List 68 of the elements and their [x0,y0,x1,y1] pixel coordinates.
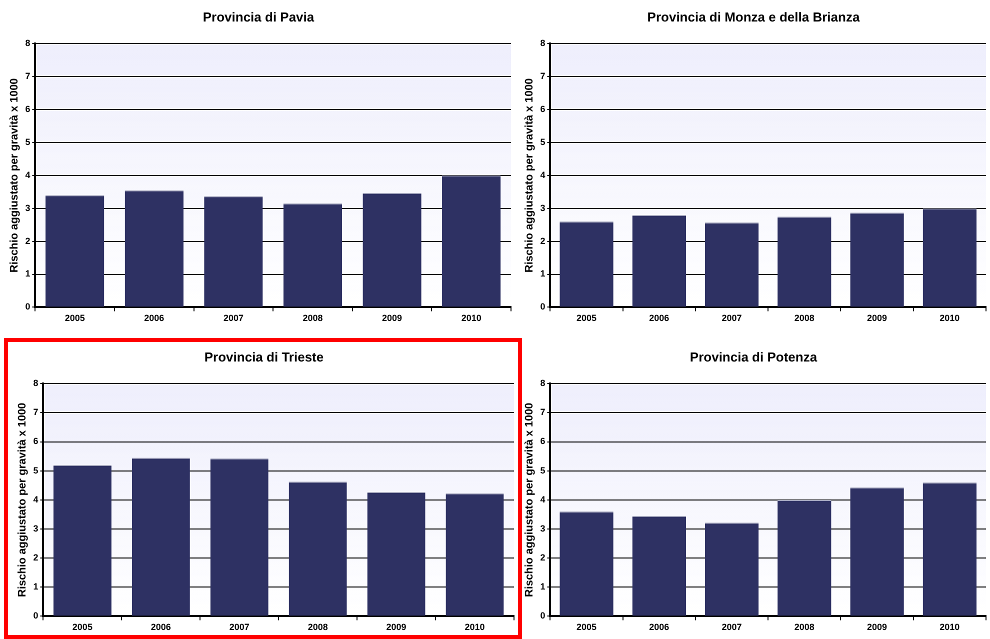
y-tick-label: 6 [540,436,546,446]
x-tick-label: 2005 [64,313,85,324]
y-tick-label: 3 [540,202,546,213]
y-tick-label: 1 [25,268,30,279]
y-tick-label: 1 [33,582,38,592]
y-tick-label: 2 [33,552,38,563]
x-tick-label: 2009 [382,313,402,324]
chart-title: Provincia di Potenza [690,349,818,364]
y-tick-label: 8 [33,378,38,388]
x-tick-label: 2005 [576,622,597,632]
y-tick-label: 3 [540,523,546,534]
x-tick-label: 2006 [649,313,670,324]
y-axis-title: Rischio aggiustato per gravità x 1000 [524,78,536,273]
y-tick-label: 2 [540,552,546,563]
y-tick-label: 8 [25,38,30,48]
y-tick-label: 0 [25,302,30,312]
x-tick-label: 2009 [867,622,888,632]
y-tick-label: 7 [33,407,38,418]
y-tick-label: 6 [25,104,30,114]
x-tick-label: 2010 [461,313,482,324]
y-tick-label: 8 [540,378,546,388]
y-tick-label: 4 [540,494,546,504]
y-tick-label: 1 [540,268,546,279]
y-tick-label: 5 [25,136,30,147]
y-axis-title: Rischio aggiustato per gravità x 1000 [524,402,536,598]
x-tick-label: 2010 [940,622,960,632]
y-tick-label: 4 [25,170,30,180]
x-tick-label: 2005 [72,622,92,632]
x-tick-label: 2006 [144,313,164,324]
y-tick-label: 5 [540,465,546,476]
x-tick-label: 2006 [649,622,670,632]
x-tick-label: 2010 [464,622,485,632]
y-axis-title: Rischio aggiustato per gravità x 1000 [16,402,29,598]
y-tick-label: 0 [540,302,546,312]
y-tick-label: 4 [540,170,546,180]
x-tick-label: 2007 [229,622,250,632]
y-tick-label: 5 [540,136,546,147]
x-tick-label: 2005 [576,313,597,324]
x-tick-label: 2010 [940,313,960,324]
x-tick-label: 2008 [794,313,814,324]
y-axis-title: Rischio aggiustato per gravità x 1000 [8,78,21,273]
x-tick-label: 2009 [867,313,888,324]
x-tick-label: 2007 [722,313,742,324]
y-tick-label: 2 [25,236,30,246]
x-tick-label: 2008 [308,622,328,632]
y-tick-label: 4 [33,494,38,504]
y-tick-label: 6 [33,436,38,446]
y-tick-label: 5 [33,465,38,476]
y-tick-label: 1 [540,582,546,592]
x-tick-label: 2009 [386,622,406,632]
y-tick-label: 7 [540,407,546,418]
y-tick-label: 7 [540,71,546,82]
x-tick-label: 2008 [302,313,323,324]
chart-title: Provincia di Trieste [204,349,324,364]
y-tick-label: 0 [540,610,546,621]
y-tick-label: 3 [25,202,30,213]
y-tick-label: 0 [33,610,38,621]
x-tick-label: 2007 [722,622,742,632]
x-tick-label: 2008 [794,622,814,632]
y-tick-label: 7 [25,71,30,82]
chart-title: Provincia di Monza e della Brianza [647,9,860,24]
x-tick-label: 2007 [223,313,244,324]
y-tick-label: 8 [540,38,546,48]
x-tick-label: 2006 [150,622,171,632]
y-tick-label: 2 [540,236,546,246]
y-tick-label: 3 [33,523,38,534]
y-tick-label: 6 [540,104,546,114]
chart-title: Provincia di Pavia [202,9,315,24]
